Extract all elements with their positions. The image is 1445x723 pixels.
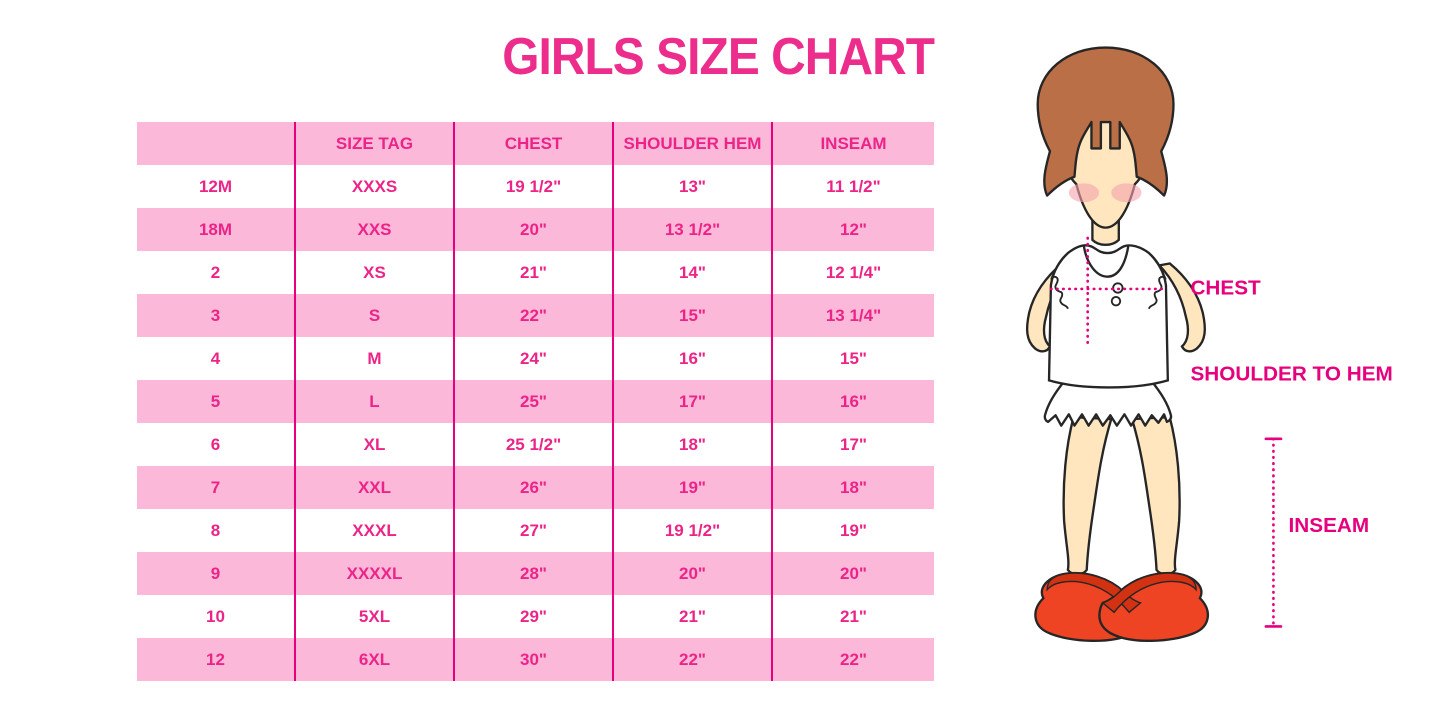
svg-text:INSEAM: INSEAM bbox=[1289, 514, 1370, 537]
svg-text:CHEST: CHEST bbox=[1190, 277, 1261, 300]
svg-text:SHOULDER TO HEM: SHOULDER TO HEM bbox=[1190, 362, 1392, 385]
